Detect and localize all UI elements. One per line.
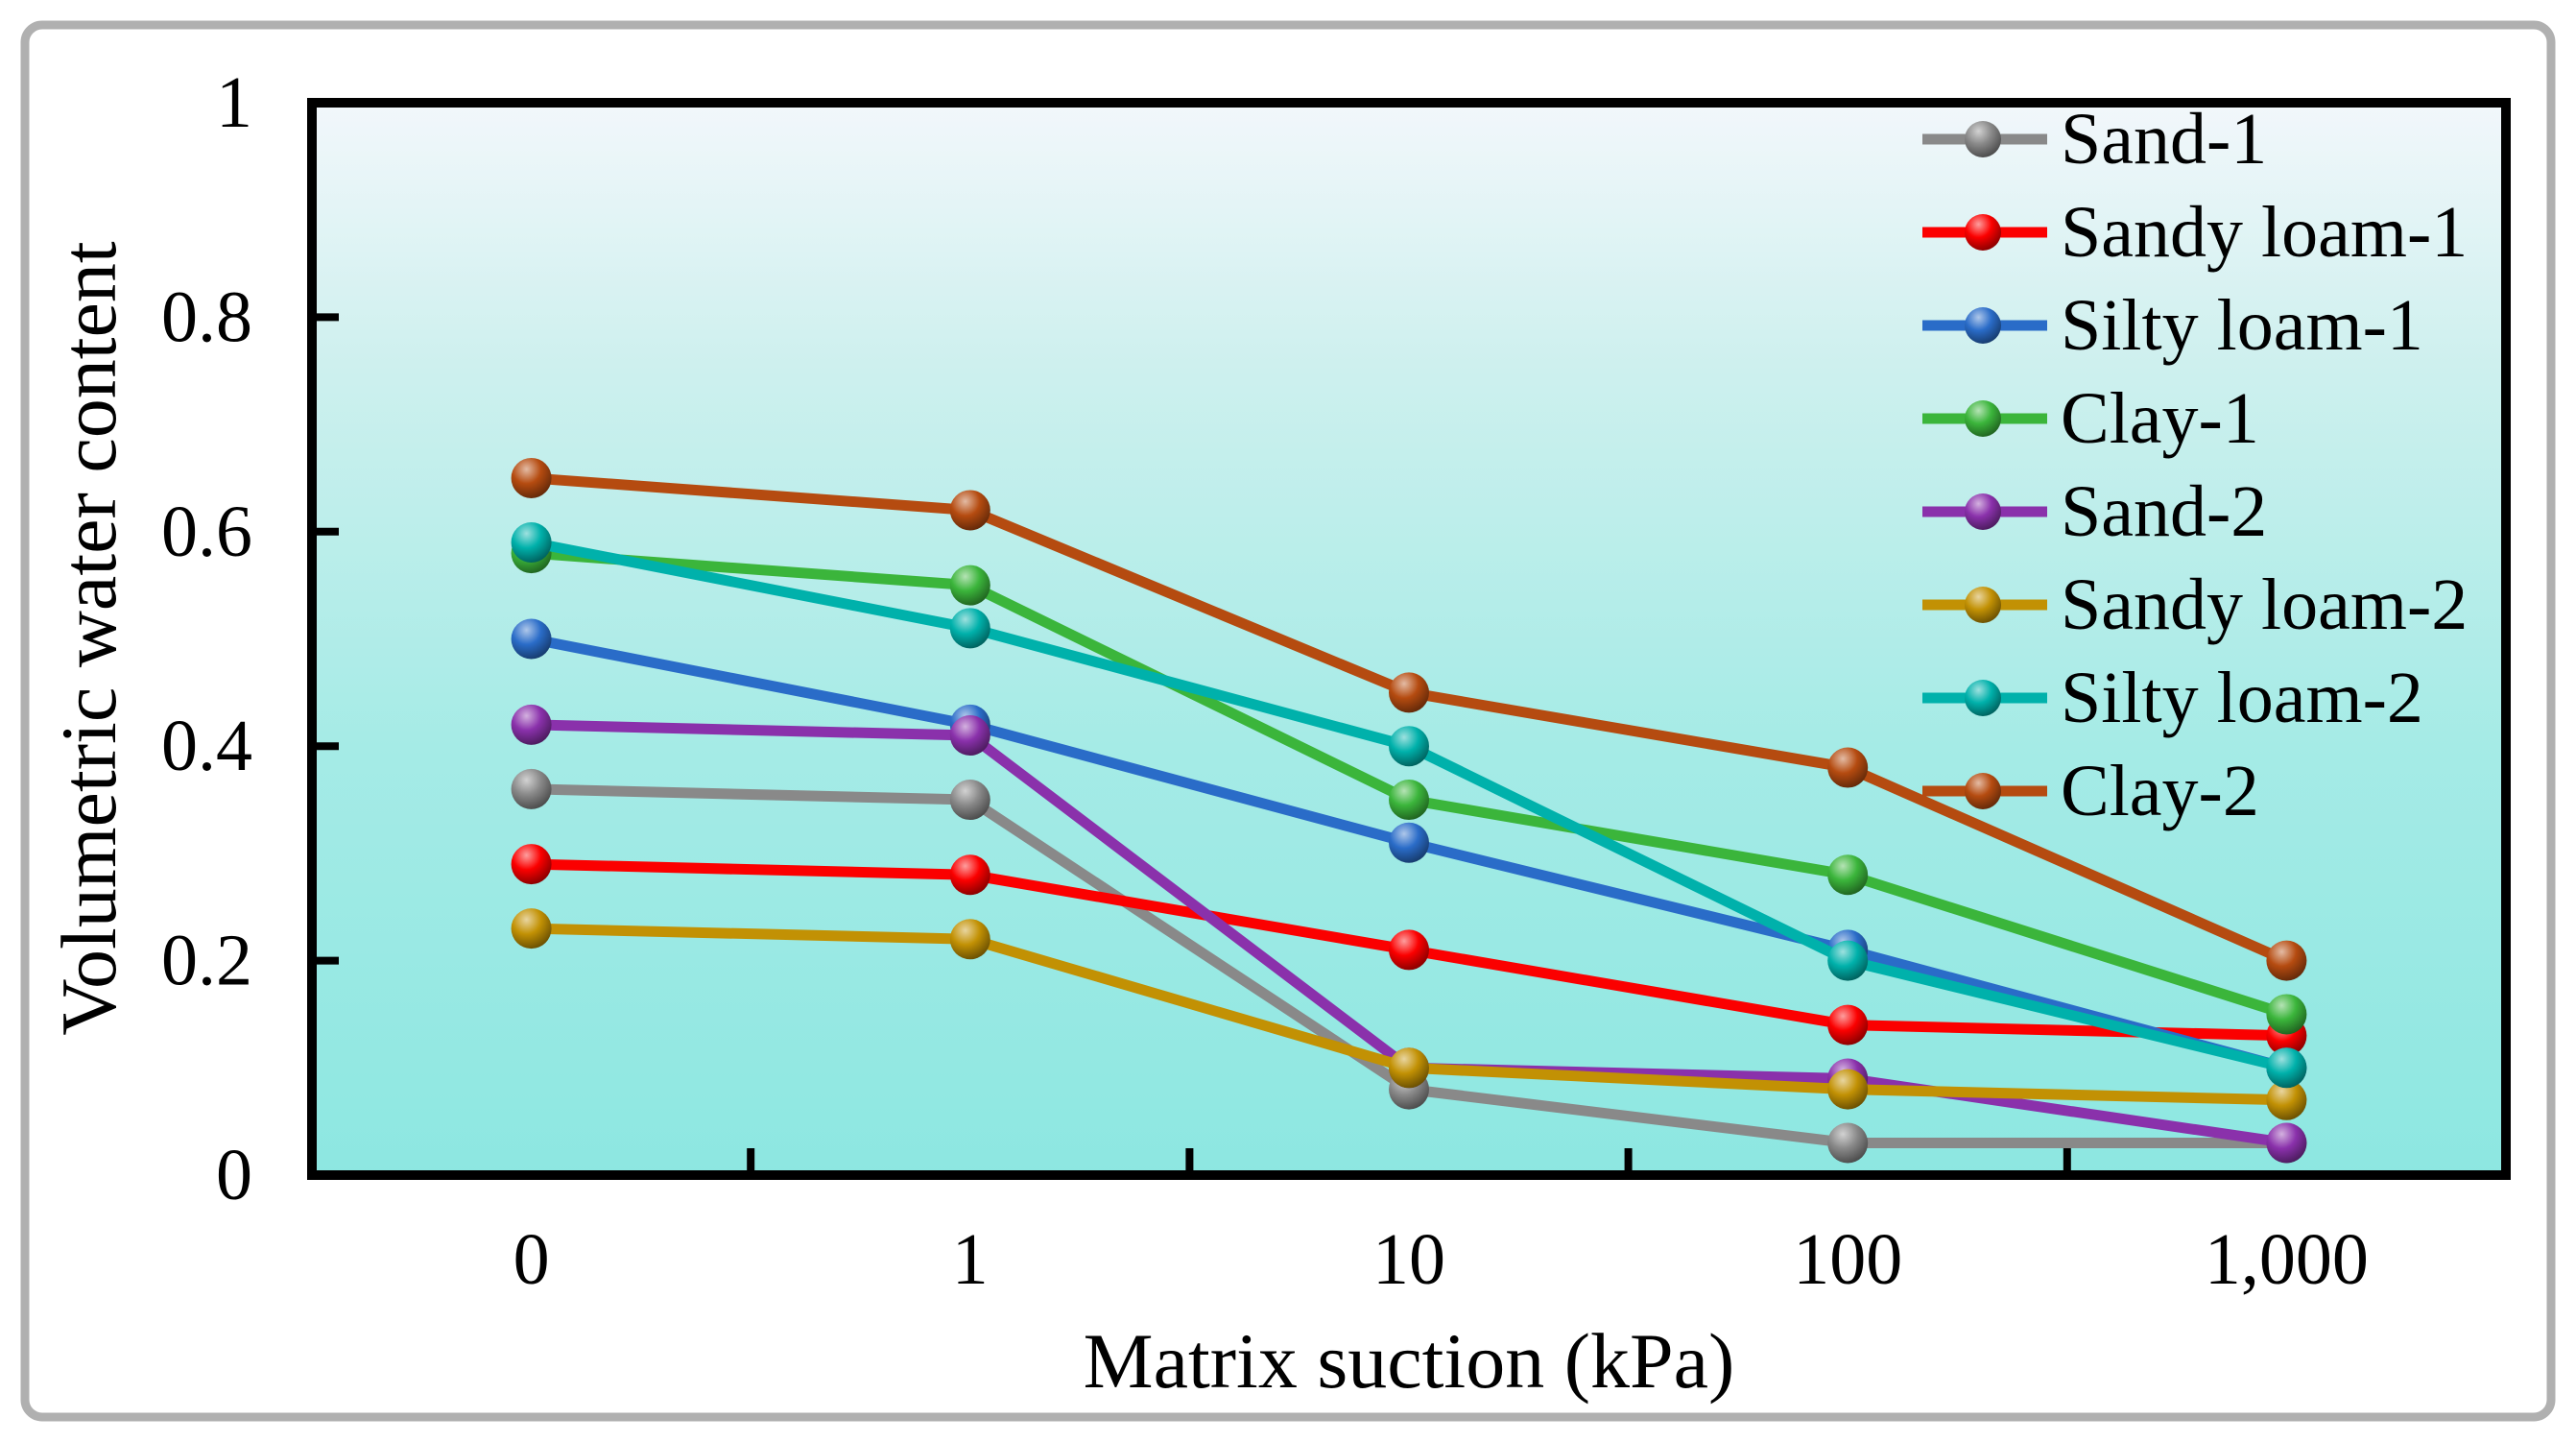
plot-area — [312, 103, 2506, 1175]
data-point-marker — [2266, 1122, 2307, 1164]
plot-border — [307, 98, 2511, 1180]
series-clay-2 — [511, 457, 2307, 981]
data-point-marker — [1827, 747, 1869, 788]
legend-marker-icon — [1965, 680, 2001, 716]
y-tick-label: 0 — [216, 1135, 252, 1215]
y-tick-label: 0.2 — [161, 921, 252, 1001]
x-tick-label: 100 — [1793, 1219, 1902, 1300]
legend-marker-icon — [1965, 214, 2001, 251]
data-point-marker — [2266, 1079, 2307, 1120]
data-point-marker — [511, 457, 552, 498]
data-point-marker — [1827, 940, 1869, 981]
data-point-marker — [1827, 1004, 1869, 1045]
legend-item-label: Sand-2 — [2061, 471, 2267, 552]
legend-item-label: Clay-1 — [2061, 378, 2259, 459]
data-point-marker — [511, 844, 552, 885]
data-point-marker — [511, 768, 552, 809]
x-tick-label: 10 — [1372, 1219, 1445, 1300]
data-point-marker — [949, 854, 990, 896]
legend-marker-icon — [1965, 307, 2001, 344]
x-tick-label: 1 — [952, 1219, 989, 1300]
legend-item-sandy-loam-2: Sandy loam-2 — [1922, 565, 2468, 645]
legend-marker-icon — [1965, 493, 2001, 530]
legend-item-silty-loam-1: Silty loam-1 — [1922, 285, 2423, 366]
legend-item-label: Sand-1 — [2061, 99, 2267, 180]
legend-item-sandy-loam-1: Sandy loam-1 — [1922, 192, 2468, 273]
y-axis-title: Volumetric water content — [45, 241, 132, 1036]
series-group — [511, 457, 2307, 1164]
series-sandy-loam-2 — [511, 908, 2307, 1120]
data-point-marker — [949, 715, 990, 757]
data-point-marker — [1389, 822, 1429, 863]
legend-item-clay-1: Clay-1 — [1922, 378, 2259, 459]
y-tick-label: 0.8 — [161, 276, 252, 357]
data-point-marker — [2266, 1047, 2307, 1089]
tick-labels: 00.20.40.60.810 1 10 100 1,000 — [161, 62, 2369, 1300]
data-point-marker — [1827, 1069, 1869, 1110]
x-axis-title: Matrix suction (kPa) — [1084, 1317, 1735, 1405]
data-point-marker — [949, 780, 990, 821]
data-point-marker — [1827, 854, 1869, 896]
data-point-marker — [511, 704, 552, 745]
y-tick-label: 0.4 — [161, 706, 252, 786]
data-point-marker — [511, 908, 552, 949]
legend-item-clay-2: Clay-2 — [1922, 751, 2259, 831]
data-point-marker — [949, 608, 990, 649]
data-point-marker — [949, 490, 990, 531]
x-tick-label: 0 — [513, 1219, 550, 1300]
data-point-marker — [1827, 1122, 1869, 1164]
data-point-marker — [949, 565, 990, 606]
x-tick-label: 1,000 — [2205, 1219, 2369, 1300]
data-point-marker — [2266, 994, 2307, 1035]
legend-item-label: Sandy loam-1 — [2061, 192, 2468, 273]
legend-item-sand-2: Sand-2 — [1922, 471, 2267, 552]
data-point-marker — [1389, 672, 1429, 713]
data-point-marker — [511, 618, 552, 660]
series-silty-loam-2 — [511, 521, 2307, 1089]
legend-marker-icon — [1965, 121, 2001, 157]
legend-item-sand-1: Sand-1 — [1922, 99, 2267, 180]
y-tick-label: 0.6 — [161, 492, 252, 572]
data-point-marker — [1389, 929, 1429, 971]
legend: Sand-1 Sandy loam-1 Silty loam-1 Clay-1 Sand… — [1922, 99, 2468, 831]
data-point-marker — [1389, 726, 1429, 767]
legend-item-label: Clay-2 — [2061, 751, 2259, 831]
legend-item-label: Silty loam-1 — [2061, 285, 2423, 366]
y-tick-label: 1 — [216, 62, 252, 143]
data-point-marker — [1389, 780, 1429, 821]
figure-border — [20, 20, 2556, 1422]
legend-item-label: Sandy loam-2 — [2061, 565, 2468, 645]
legend-marker-icon — [1965, 773, 2001, 809]
data-point-marker — [949, 919, 990, 960]
legend-item-label: Silty loam-2 — [2061, 658, 2423, 738]
series-sandy-loam-1 — [511, 844, 2307, 1056]
data-point-marker — [511, 521, 552, 563]
legend-marker-icon — [1965, 587, 2001, 623]
data-point-marker — [2266, 940, 2307, 981]
legend-item-silty-loam-2: Silty loam-2 — [1922, 658, 2423, 738]
data-point-marker — [1389, 1047, 1429, 1089]
legend-marker-icon — [1965, 400, 2001, 437]
